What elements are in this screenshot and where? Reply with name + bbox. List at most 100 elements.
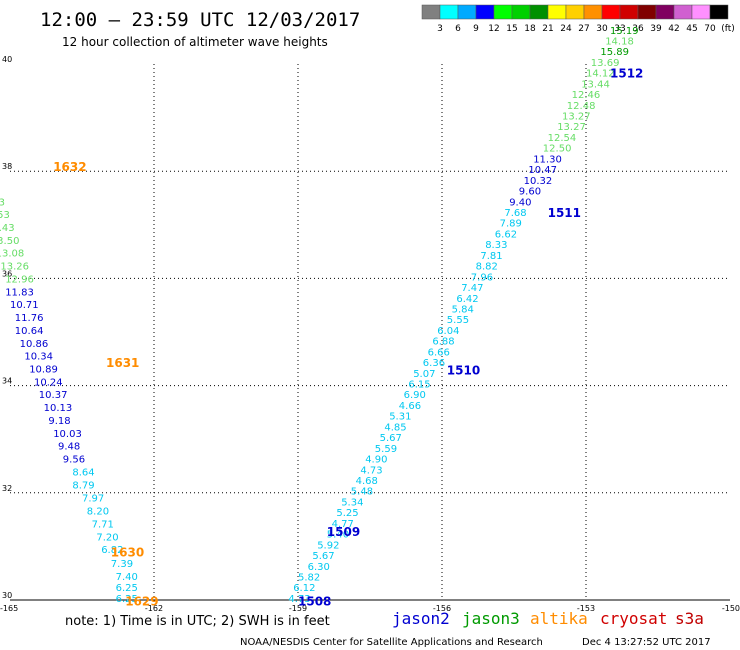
swh-value: 10.03 (53, 429, 82, 440)
x-tick-label: -150 (722, 604, 740, 613)
swh-value: 6.88 (432, 337, 454, 348)
legend-swatch (583, 4, 603, 20)
swh-value: 5.31 (389, 412, 411, 423)
satellite-altika: altika (530, 609, 588, 628)
page-title: 12:00 – 23:59 UTC 12/03/2017 (40, 9, 360, 31)
y-tick-label: 38 (2, 162, 12, 171)
swh-value: 4.90 (365, 455, 387, 466)
swh-value: 13.50 (0, 236, 19, 247)
y-tick-label: 34 (2, 377, 12, 386)
swh-value: 9.60 (519, 187, 541, 198)
legend-swatch (601, 4, 621, 20)
swh-value: 6.04 (437, 326, 459, 337)
track-rev-1510: 6.366.666.886.045.555.846.427.477.968.82… (423, 208, 527, 378)
legend-label: 3 (437, 24, 443, 34)
legend-label: 27 (578, 24, 589, 34)
swh-value: 6.30 (308, 562, 330, 573)
swh-value: 12.50 (543, 144, 572, 155)
legend-swatch (547, 4, 567, 20)
legend-swatch (673, 4, 693, 20)
track-rev-1630: 7.40 7.39 6.82 7.20 7.718.20 7.97 1630 (82, 494, 144, 583)
track-rev-1508: 4.736.125.82 1508 (288, 572, 331, 608)
swh-value: 5.82 (298, 572, 320, 583)
legend-label: 9 (473, 24, 479, 34)
legend-swatch (457, 4, 477, 20)
satellite-jason2: jason2 (392, 609, 450, 628)
swh-value: 13.53 (0, 210, 10, 221)
satellite-tracks: 6.256.2516297.407.396.827.207.718.207.97… (0, 26, 643, 609)
swh-value: 10.24 (34, 377, 63, 388)
satellite-jason3: jason3 (462, 609, 520, 628)
swh-value: 10.71 (10, 300, 39, 311)
swh-value: 4.66 (399, 401, 421, 412)
track-rev-1512: 12.5012.5413.2713.2712.4812.4613.4414.12… (543, 26, 644, 155)
x-tick-label: -159 (289, 604, 307, 613)
swh-value: 11.76 (15, 313, 44, 324)
swh-value: 8.33 (485, 240, 507, 251)
swh-value: 4.77 (332, 519, 354, 530)
swh-value: 14.18 (605, 36, 634, 47)
legend-label: 33 (614, 24, 625, 34)
legend-label: 45 (686, 24, 697, 34)
swh-value: 8.82 (476, 262, 498, 273)
swh-value: 6.36 (423, 358, 445, 369)
swh-value: 7.40 (116, 572, 138, 583)
swh-value: 6.25 (116, 583, 138, 594)
rev-number-label: 1510 (447, 364, 480, 378)
legend-swatch (637, 4, 657, 20)
swh-value: 7.20 (96, 532, 118, 543)
swh-value: 10.64 (15, 326, 44, 337)
swh-value: 5.59 (375, 444, 397, 455)
swh-value: 15.19 (610, 26, 639, 37)
swh-value: 5.07 (413, 369, 435, 380)
swh-value: 8.20 (87, 507, 109, 518)
swh-value: 6.90 (404, 390, 426, 401)
swh-value: 5.67 (380, 433, 402, 444)
swh-value: 12.96 (5, 274, 34, 285)
swh-value: 5.34 (341, 497, 363, 508)
legend-label: 70 (704, 24, 716, 34)
swh-value: 7.81 (480, 251, 502, 262)
swh-value: 6.15 (408, 380, 430, 391)
legend-swatch (475, 4, 495, 20)
swh-value: 12.46 (572, 90, 601, 101)
y-tick-label: 30 (2, 591, 12, 600)
legend-swatch (493, 4, 513, 20)
swh-value: 7.39 (111, 559, 133, 570)
rev-number-label: 1631 (106, 356, 139, 370)
legend-swatch (565, 4, 585, 20)
swh-value: 9.48 (58, 442, 80, 453)
legend-label: 12 (488, 24, 499, 34)
legend-swatch (709, 4, 729, 20)
axis-ticks: -165 -162 -159 -156 -153 -150 30 32 34 36 38 40 (0, 55, 740, 613)
legend-label: 15 (506, 24, 517, 34)
swh-value: 5.55 (447, 315, 469, 326)
swh-value: 9.56 (63, 455, 85, 466)
legend-label: 30 (596, 24, 608, 34)
rev-number-label: 1511 (548, 206, 581, 220)
swh-value: 10.37 (39, 390, 68, 401)
swh-value: 7.71 (92, 519, 114, 530)
page-subtitle: 12 hour collection of altimeter wave hei… (62, 35, 328, 49)
swh-value: 10.32 (524, 176, 553, 187)
x-tick-label: -165 (0, 604, 18, 613)
rev-number-label: 1630 (111, 545, 144, 559)
legend-swatch (655, 4, 675, 20)
units-note: note: 1) Time is in UTC; 2) SWH is in fe… (65, 614, 330, 629)
legend-label: 36 (632, 24, 644, 34)
legend-label: 42 (668, 24, 679, 34)
y-tick-label: 40 (2, 55, 12, 64)
satellite-cryosat: cryosat (600, 609, 667, 628)
legend-swatch (439, 4, 459, 20)
swh-value: 5.92 (317, 540, 339, 551)
rev-number-label: 1509 (327, 525, 360, 539)
swh-value: 12.48 (567, 101, 596, 112)
swh-value: 10.89 (29, 365, 58, 376)
swh-value: 4.68 (356, 476, 378, 487)
legend-label: 24 (560, 24, 572, 34)
legend-swatch (421, 4, 441, 20)
swh-value: 6.12 (293, 583, 315, 594)
